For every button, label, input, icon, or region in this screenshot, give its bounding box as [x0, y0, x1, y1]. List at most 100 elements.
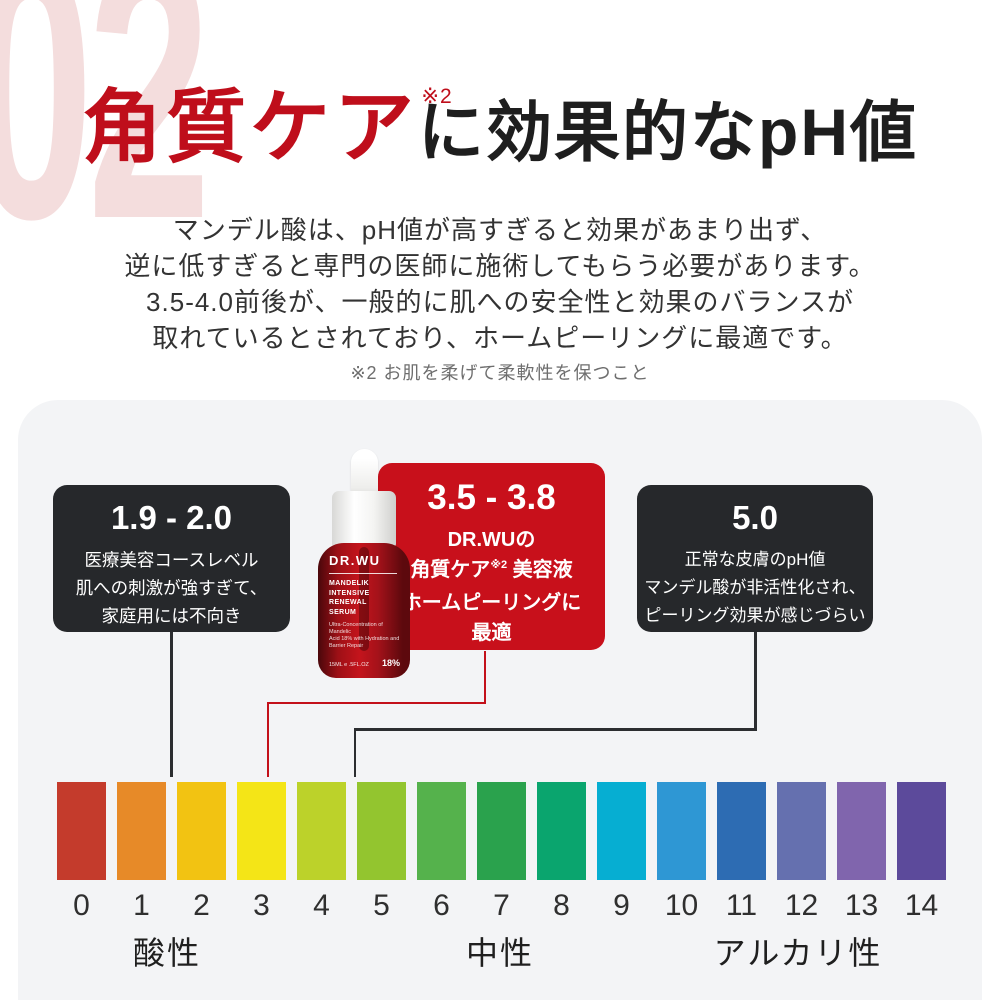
ph-swatch-5: [357, 782, 406, 880]
callout-optimal-line-1: DR.WUの: [447, 529, 536, 551]
ph-number-13: 13: [844, 889, 879, 922]
ph-swatch-7: [477, 782, 526, 880]
ph-number-14: 14: [904, 889, 939, 922]
ph-swatch-14: [897, 782, 946, 880]
ph-number-4: 4: [313, 889, 330, 922]
product-name-line-2: INTENSIVE RENEWAL: [329, 589, 370, 607]
ph-number-1: 1: [133, 889, 150, 922]
label-acidic: 酸性: [132, 935, 202, 971]
ph-swatch-1: [117, 782, 166, 880]
footnote: ※2 お肌を柔げて柔軟性を保つこと: [350, 363, 650, 383]
ph-cell-1: 1: [117, 782, 166, 921]
ph-number-9: 9: [613, 889, 630, 922]
ph-cell-8: 8: [537, 782, 586, 921]
ph-range-normal: 5.0: [732, 499, 778, 536]
ph-cell-0: 0: [57, 782, 106, 921]
ph-cell-14: 14: [897, 782, 946, 921]
connector-optimal-vertical-top: [483, 651, 486, 704]
ph-cell-2: 2: [177, 782, 226, 921]
product-desc-line-1: Ultra-Concentration of Mandelic: [329, 622, 383, 635]
intro-paragraph: マンデル酸は、pH値が高すぎると効果があまり出ず、 逆に低すぎると専門の医師に施…: [0, 212, 1000, 356]
title-footnote-mark: ※2: [421, 85, 453, 108]
ph-number-2: 2: [193, 889, 210, 922]
callout-optimal-ph: 3.5 - 3.8 DR.WUの 角質ケア※2 美容液 ホームピーリングに 最適: [378, 463, 605, 650]
section-number-watermark: 02: [0, 0, 211, 296]
callout-optimal-line-2: 角質ケア※2 美容液: [410, 559, 573, 581]
connector-normal-vertical-bottom: [353, 728, 356, 777]
ph-swatch-12: [777, 782, 826, 880]
ph-cell-9: 9: [597, 782, 646, 921]
callout-normal-ph: 5.0 正常な皮膚のpH値 マンデル酸が非活性化され、 ピーリング効果が感じづら…: [637, 485, 873, 632]
ph-range-low: 1.9 - 2.0: [110, 499, 233, 536]
ph-number-0: 0: [73, 889, 90, 922]
ph-swatch-11: [717, 782, 766, 880]
ph-number-6: 6: [433, 889, 450, 922]
ph-cell-3: 3: [237, 782, 286, 921]
ph-cell-10: 10: [657, 782, 706, 921]
ph-swatch-8: [537, 782, 586, 880]
bottle-body: DR.WU MANDELIK INTENSIVE RENEWAL SERUM U…: [318, 543, 410, 678]
connector-optimal-horizontal: [266, 702, 486, 704]
product-bottle: DR.WU MANDELIK INTENSIVE RENEWAL SERUM U…: [318, 449, 410, 678]
intro-line-1: マンデル酸は、pH値が高すぎると効果があまり出ず、: [172, 215, 828, 245]
label-neutral: 中性: [465, 935, 535, 971]
ph-swatch-6: [417, 782, 466, 880]
ph-scale: 0 1 2 3 4 5 6 7 8 9 10 11 12 13 14: [57, 782, 946, 921]
ph-cell-5: 5: [357, 782, 406, 921]
bottle-label: DR.WU MANDELIK INTENSIVE RENEWAL SERUM U…: [318, 543, 410, 650]
brand-name: DR.WU: [329, 553, 381, 568]
ph-swatch-2: [177, 782, 226, 880]
ph-number-11: 11: [725, 889, 758, 922]
product-desc-line-3: Barrier Repair: [329, 643, 364, 649]
concentration-label: 18%: [381, 658, 400, 668]
ph-cell-11: 11: [717, 782, 766, 921]
ph-swatch-9: [597, 782, 646, 880]
ph-swatch-0: [57, 782, 106, 880]
connector-low-vertical: [170, 632, 173, 777]
product-name-line-1: MANDELIK: [329, 580, 370, 587]
intro-line-4: 取れているとされており、ホームピーリングに最適です。: [152, 323, 848, 353]
ph-cell-4: 4: [297, 782, 346, 921]
ph-range-optimal: 3.5 - 3.8: [427, 478, 556, 517]
connector-normal-vertical-top: [754, 632, 757, 730]
callout-low-ph: 1.9 - 2.0 医療美容コースレベル 肌への刺激が強すぎて、 家庭用には不向…: [53, 485, 290, 632]
ph-swatch-4: [297, 782, 346, 880]
intro-line-3: 3.5-4.0前後が、一般的に肌への安全性と効果のバランスが: [146, 287, 854, 317]
volume-label: 15ML e .5FL.OZ: [329, 662, 369, 668]
page-title: 角質ケア ※2に効果的なpH値: [0, 85, 1000, 189]
ph-swatch-3: [237, 782, 286, 880]
ph-cell-13: 13: [837, 782, 886, 921]
ph-number-5: 5: [373, 889, 390, 922]
ph-number-12: 12: [784, 889, 819, 922]
ph-number-3: 3: [253, 889, 270, 922]
footnote-mark-small: ※2: [490, 559, 508, 571]
ph-cell-12: 12: [777, 782, 826, 921]
label-divider: [329, 573, 397, 574]
callout-low-line-1: 医療美容コースレベル: [84, 550, 259, 570]
ph-swatch-13: [837, 782, 886, 880]
intro-line-2: 逆に低すぎると専門の医師に施術してもらう必要があります。: [124, 251, 876, 281]
product-desc-line-2: Acid 18% with Hydration and: [329, 636, 400, 642]
pipette-silhouette: [359, 547, 369, 651]
callout-low-line-2: 肌への刺激が強すぎて、: [75, 578, 268, 598]
connector-optimal-vertical-bottom: [266, 702, 269, 777]
ph-swatch-10: [657, 782, 706, 880]
product-name-line-3: SERUM: [329, 608, 357, 616]
ph-number-7: 7: [493, 889, 510, 922]
callout-normal-line-1: 正常な皮膚のpH値: [684, 550, 826, 569]
label-alkaline: アルカリ性: [713, 935, 883, 971]
ph-number-8: 8: [553, 889, 570, 922]
title-highlight: 角質ケア: [82, 83, 418, 172]
ph-number-10: 10: [664, 889, 699, 922]
connector-normal-horizontal: [353, 728, 757, 731]
callout-normal-line-2: マンデル酸が非活性化され、: [644, 578, 866, 597]
callout-optimal-line-4: 最適: [471, 622, 512, 644]
ph-cell-7: 7: [477, 782, 526, 921]
dropper-cap: [332, 491, 396, 547]
callout-normal-line-3: ピーリング効果が感じづらい: [644, 606, 866, 625]
ph-cell-6: 6: [417, 782, 466, 921]
title-rest: に効果的なpH値: [418, 95, 918, 169]
callout-low-line-3: 家庭用には不向き: [101, 606, 242, 626]
callout-optimal-line-3: ホームピーリングに: [401, 592, 582, 614]
